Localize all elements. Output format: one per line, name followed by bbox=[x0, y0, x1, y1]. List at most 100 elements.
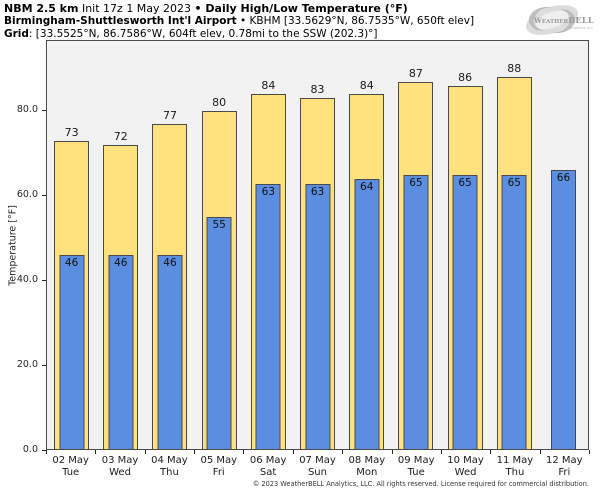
grid-detail: : [33.5525°N, 86.7586°W, 604ft elev, 0.7… bbox=[28, 27, 378, 40]
low-bar: 66 bbox=[550, 170, 576, 449]
high-bar: 72 46 bbox=[103, 130, 139, 449]
high-bar: 86 65 bbox=[447, 71, 483, 449]
bar-group: 87 65 bbox=[391, 41, 440, 449]
bar-group: 83 63 bbox=[293, 41, 342, 449]
x-tick-mark bbox=[292, 450, 294, 454]
low-bar: 65 bbox=[501, 175, 527, 449]
low-value-label: 63 bbox=[261, 185, 276, 198]
x-axis-labels: 02 May Tue 03 May Wed 04 May Thu 05 May Fri 06 M… bbox=[46, 455, 589, 479]
x-tick-mark bbox=[243, 450, 245, 454]
x-tick-date: 06 May bbox=[249, 455, 287, 466]
bar-group: 84 63 bbox=[244, 41, 293, 449]
x-tick-date: 02 May bbox=[52, 455, 89, 466]
x-tick-date: 11 May bbox=[496, 455, 534, 466]
x-tick-label: 02 May Tue bbox=[46, 455, 95, 479]
bar-group: 88 65 bbox=[490, 41, 539, 449]
low-bar: 46 bbox=[108, 255, 134, 449]
y-tick-mark bbox=[42, 110, 46, 112]
high-value-label: 87 bbox=[408, 66, 423, 80]
x-tick-label: 03 May Wed bbox=[95, 455, 144, 479]
low-value-label: 65 bbox=[507, 177, 521, 190]
x-tick-label: 10 May Wed bbox=[441, 455, 490, 479]
station-line: Birmingham-Shuttlesworth Int'l Airport •… bbox=[4, 15, 474, 28]
x-tick-mark bbox=[144, 450, 146, 454]
y-tick-label: 20.0 bbox=[16, 359, 38, 371]
x-tick-weekday: Wed bbox=[454, 467, 477, 478]
bars-container: 73 46 72 46 77 46 80 55 84 63 83 63 84 64 87 65 86 65 88 65… bbox=[47, 41, 588, 449]
x-tick-date: 12 May bbox=[545, 455, 583, 466]
high-value-label: 83 bbox=[310, 83, 325, 97]
high-bar: 77 46 bbox=[152, 109, 188, 449]
x-tick-label: 05 May Fri bbox=[194, 455, 243, 479]
low-bar: 63 bbox=[255, 183, 281, 449]
x-tick-weekday: Mon bbox=[356, 467, 378, 478]
high-bar: 87 65 bbox=[398, 67, 434, 449]
low-value-label: 64 bbox=[360, 181, 374, 194]
bar-group: 86 65 bbox=[441, 41, 490, 449]
low-bar: 64 bbox=[354, 179, 380, 449]
x-tick-label: 07 May Sun bbox=[293, 455, 342, 479]
low-value-label: 66 bbox=[556, 172, 571, 185]
x-tick-date: 07 May bbox=[299, 455, 336, 466]
high-bar: 84 64 bbox=[349, 79, 385, 449]
title-line: NBM 2.5 km Init 17z 1 May 2023 • Daily H… bbox=[4, 2, 474, 15]
y-tick-label: 0.0 bbox=[22, 444, 38, 455]
x-tick-date: 03 May bbox=[101, 455, 139, 466]
low-bar: 65 bbox=[403, 175, 429, 449]
x-tick-mark bbox=[342, 450, 344, 454]
bar-group: 80 55 bbox=[195, 41, 244, 449]
logo-brand-text: WEATHERBELL bbox=[533, 16, 594, 26]
low-bar: 55 bbox=[206, 217, 232, 449]
x-tick-label: 06 May Sat bbox=[243, 455, 292, 479]
x-tick-weekday: Thu bbox=[160, 467, 179, 478]
x-tick-weekday: Sun bbox=[307, 467, 327, 478]
x-tick-mark bbox=[46, 450, 47, 454]
low-bar: 46 bbox=[157, 255, 183, 449]
x-tick-weekday: Tue bbox=[407, 467, 425, 478]
x-tick-mark bbox=[391, 450, 393, 454]
y-tick-label: 60.0 bbox=[16, 189, 38, 201]
x-tick-mark bbox=[589, 450, 590, 454]
x-tick-weekday: Thu bbox=[505, 467, 525, 478]
y-tick-mark bbox=[42, 450, 46, 451]
chart-plot-area: 73 46 72 46 77 46 80 55 84 63 83 63 84 64 87 65 86 65 88 65… bbox=[46, 40, 589, 450]
low-value-label: 46 bbox=[114, 257, 128, 270]
chart-header: NBM 2.5 km Init 17z 1 May 2023 • Daily H… bbox=[4, 2, 474, 40]
low-bar: 46 bbox=[59, 255, 85, 449]
station-separator: • bbox=[236, 15, 250, 27]
weatherbell-logo-icon: WEATHERBELL Analytics LLC bbox=[526, 5, 594, 35]
model-name: NBM 2.5 km bbox=[4, 2, 79, 15]
grid-label: Grid bbox=[4, 27, 29, 40]
x-tick-mark bbox=[440, 450, 442, 454]
x-tick-date: 05 May bbox=[200, 455, 238, 466]
product-name: • Daily High/Low Temperature (°F) bbox=[194, 2, 408, 15]
low-value-label: 65 bbox=[458, 177, 472, 190]
x-tick-label: 08 May Mon bbox=[342, 455, 391, 479]
low-bar: 63 bbox=[305, 183, 331, 449]
high-value-label: 84 bbox=[261, 79, 276, 93]
low-value-label: 46 bbox=[64, 257, 79, 270]
high-value-label: 86 bbox=[458, 70, 473, 84]
y-tick-mark bbox=[42, 280, 46, 282]
grid-line: Grid: [33.5525°N, 86.7586°W, 604ft elev,… bbox=[4, 28, 474, 41]
x-tick-mark bbox=[95, 450, 97, 454]
y-tick-mark bbox=[42, 365, 46, 367]
high-bar: 84 63 bbox=[250, 79, 286, 449]
x-tick-date: 09 May bbox=[397, 455, 435, 466]
low-value-label: 65 bbox=[409, 177, 423, 190]
x-tick-label: 04 May Thu bbox=[145, 455, 194, 479]
x-tick-weekday: Tue bbox=[62, 467, 80, 478]
x-tick-label: 12 May Fri bbox=[540, 455, 589, 479]
x-tick-weekday: Fri bbox=[558, 467, 571, 478]
high-value-label: 77 bbox=[162, 108, 177, 122]
copyright-text: © 2023 WeatherBELL Analytics, LLC. All r… bbox=[252, 480, 589, 488]
y-tick-label: 80.0 bbox=[16, 104, 38, 116]
bar-group: 84 64 bbox=[342, 41, 391, 449]
x-tick-date: 10 May bbox=[447, 455, 484, 466]
x-tick-mark bbox=[539, 450, 541, 454]
x-tick-mark bbox=[490, 450, 492, 454]
high-bar: 73 46 bbox=[54, 126, 90, 449]
logo-sub-text: Analytics LLC bbox=[569, 26, 593, 30]
x-tick-mark bbox=[194, 450, 196, 454]
